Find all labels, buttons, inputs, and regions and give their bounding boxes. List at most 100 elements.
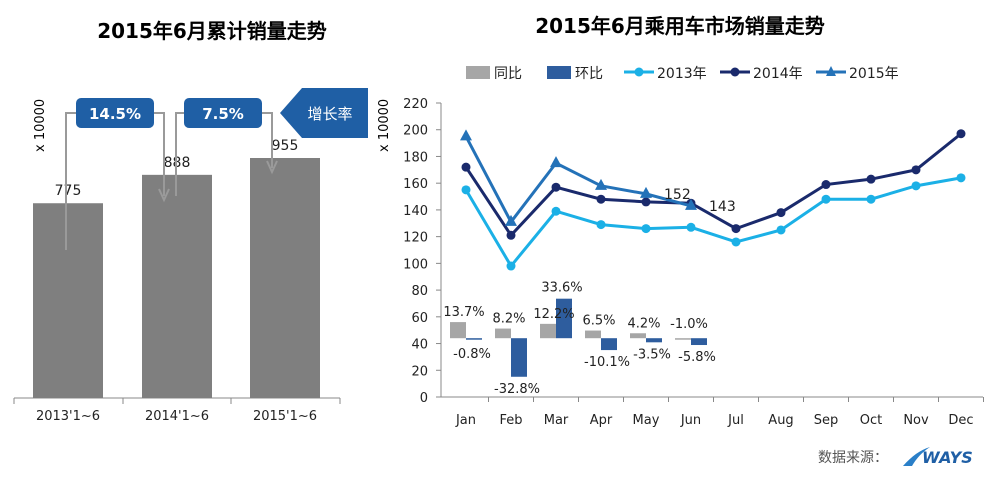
series-point: [776, 208, 786, 218]
yoy-bar: [495, 328, 511, 339]
yoy-bar: [450, 322, 466, 339]
ways-logo-icon: [903, 447, 930, 466]
x-tick-label: Jan: [455, 413, 476, 428]
yoy-label: 4.2%: [627, 316, 660, 331]
left-chart-title: 2015年6月累计销量走势: [97, 19, 327, 43]
growth-value-1: 14.5%: [89, 105, 141, 123]
bar: [142, 174, 212, 398]
legend: 同比 环比 2013年 2014年 2015年: [466, 66, 899, 82]
series-point: [506, 261, 516, 271]
right-y-unit: x 10000: [377, 99, 392, 152]
series-point: [821, 180, 831, 190]
legend-marker: [826, 66, 836, 76]
y-tick-label: 160: [403, 177, 428, 192]
source-brand: WAYS: [922, 448, 973, 467]
mom-bar: [646, 338, 662, 343]
series-line: [464, 132, 962, 238]
point-label: 152: [664, 187, 691, 203]
mom-label: 33.6%: [541, 281, 582, 296]
y-tick-label: 0: [420, 391, 428, 406]
yoy-label: 6.5%: [582, 314, 615, 329]
series-point: [551, 206, 561, 216]
growth-box-2: [184, 98, 262, 128]
y-tick-label: 200: [403, 124, 428, 139]
point-label: 143: [709, 199, 736, 215]
source-label: 数据来源：: [818, 450, 888, 466]
series-point: [641, 197, 651, 207]
series-point: [956, 129, 966, 139]
yoy-bar: [675, 338, 691, 340]
series-point: [956, 173, 966, 183]
x-tick-label: Sep: [814, 413, 839, 428]
legend-label: 同比: [494, 66, 522, 82]
series-point: [550, 156, 562, 168]
left-bar-chart: x 10000 7752013'1~68882014'1~69552015'1~…: [13, 88, 368, 424]
yoy-bar: [585, 330, 601, 339]
bar: [250, 158, 320, 398]
series-point: [821, 194, 831, 204]
series-point: [911, 165, 921, 175]
growth-value-2: 7.5%: [202, 105, 244, 123]
series-point: [505, 214, 517, 226]
arrow-head-icon: [158, 188, 170, 203]
series-point: [460, 129, 472, 141]
legend-label: 2014年: [753, 66, 803, 82]
y-tick-label: 20: [411, 364, 428, 379]
mom-bar: [556, 298, 572, 339]
series-point: [641, 224, 651, 234]
y-tick-label: 120: [403, 231, 428, 246]
bar-value-label: 775: [55, 183, 82, 199]
legend-marker: [634, 67, 644, 77]
x-tick-label: 2015'1~6: [253, 409, 317, 424]
source-note: 数据来源： WAYS: [818, 447, 973, 467]
connector-line: [175, 112, 184, 196]
mom-label: -10.1%: [584, 355, 630, 370]
x-tick-label: Aug: [768, 413, 793, 428]
yoy-label: 13.7%: [443, 305, 484, 320]
series-point: [596, 194, 606, 204]
legend-label: 2015年: [849, 66, 899, 82]
x-tick-label: Mar: [544, 413, 569, 428]
yoy-label: -1.0%: [670, 317, 708, 332]
y-tick-label: 100: [403, 257, 428, 272]
series-line: [464, 135, 692, 225]
series-point: [685, 198, 697, 210]
x-tick-label: Nov: [903, 413, 929, 428]
x-tick-label: Oct: [860, 413, 882, 428]
connector-line: [260, 112, 273, 168]
growth-callouts: 14.5% 7.5% 增长率: [65, 88, 368, 250]
growth-box-1: [76, 98, 154, 128]
series-point: [506, 230, 516, 240]
x-tick-label: 2013'1~6: [36, 409, 100, 424]
legend-label: 环比: [575, 66, 603, 82]
series-point: [596, 220, 606, 230]
connector-line: [65, 112, 78, 250]
growth-rate-label: 增长率: [307, 105, 352, 123]
bar-value-label: 955: [272, 138, 299, 154]
legend-swatch: [547, 66, 571, 79]
mom-label: -5.8%: [678, 350, 716, 365]
yoy-bar: [630, 333, 646, 339]
series-point: [686, 222, 696, 232]
right-line-chart: x 10000 0 20 40 60 80 100 120 140 160 180 200 220 J…: [377, 66, 984, 428]
mom-label: -0.8%: [453, 347, 491, 362]
y-tick-label: 140: [403, 204, 428, 219]
x-tick-label: Feb: [499, 413, 522, 428]
series-point: [461, 185, 471, 195]
x-tick-label: Apr: [590, 413, 613, 428]
mom-bar: [691, 338, 707, 346]
legend-label: 2013年: [657, 66, 707, 82]
series-point: [866, 174, 876, 184]
x-tick-label: May: [633, 413, 660, 428]
arrow-head-icon: [266, 160, 278, 175]
series-point: [866, 194, 876, 204]
yoy-label: 8.2%: [492, 312, 525, 327]
series-point: [595, 178, 607, 190]
series-point: [911, 181, 921, 191]
series-point: [640, 186, 652, 198]
legend-marker: [730, 67, 740, 77]
connector-line: [152, 112, 165, 196]
growth-rate-arrow: [280, 88, 368, 138]
y-tick-label: 180: [403, 150, 428, 165]
